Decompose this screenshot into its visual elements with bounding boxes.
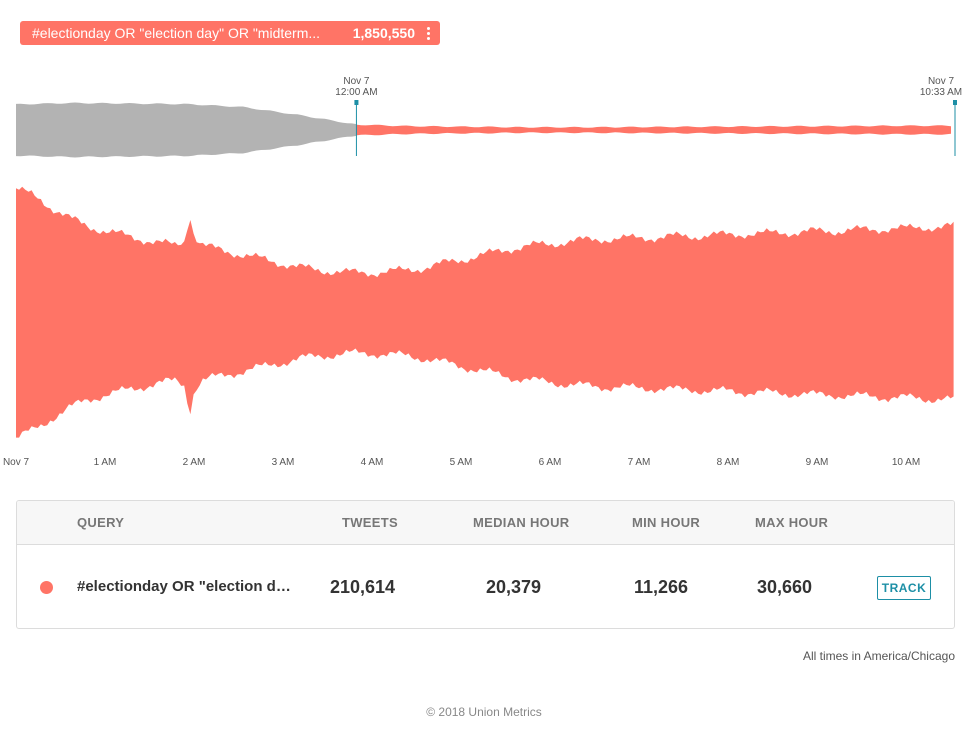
row-query: #electionday OR "election day" OR "midte… (77, 578, 297, 595)
series-color-dot (40, 581, 53, 594)
x-tick-label: 5 AM (450, 457, 473, 468)
range-start-time: 12:00 AM (335, 87, 377, 98)
range-end-date: Nov 7 (928, 76, 955, 87)
x-tick-label: 6 AM (539, 457, 562, 468)
header-max-hour: MAX HOUR (755, 515, 829, 530)
overview-area-selected (356, 124, 951, 136)
overview-area-outside (16, 102, 357, 158)
x-tick-label: 9 AM (806, 457, 829, 468)
range-start-marker-handle (354, 100, 359, 105)
row-tweets: 210,614 (330, 577, 396, 597)
query-table: QUERY TWEETS MEDIAN HOUR MIN HOUR MAX HO… (16, 500, 955, 629)
x-tick-label: 1 AM (94, 457, 117, 468)
query-pill-count: 1,850,550 (352, 25, 415, 41)
row-max-hour: 30,660 (757, 577, 813, 597)
x-tick-label: 2 AM (183, 457, 206, 468)
row-median-hour: 20,379 (486, 577, 542, 597)
row-min-hour: 11,266 (634, 577, 689, 597)
range-end-time: 10:33 AM (920, 87, 962, 98)
footer-copyright: © 2018 Union Metrics (426, 705, 542, 719)
more-options-icon[interactable] (427, 26, 430, 40)
header-query: QUERY (77, 515, 125, 530)
header-tweets: TWEETS (342, 515, 398, 530)
header-min-hour: MIN HOUR (632, 515, 701, 530)
query-pill-label: #electionday OR "election day" OR "midte… (32, 25, 321, 41)
range-end-marker-handle (953, 100, 957, 105)
x-tick-label: 4 AM (361, 457, 384, 468)
x-tick-label: Nov 7 (3, 457, 30, 468)
x-tick-label: 3 AM (272, 457, 295, 468)
x-tick-label: 7 AM (628, 457, 651, 468)
track-button[interactable]: TRACK (877, 576, 931, 600)
range-start-date: Nov 7 (343, 76, 370, 87)
x-tick-label: 10 AM (892, 457, 920, 468)
header-median-hour: MEDIAN HOUR (473, 515, 570, 530)
x-tick-label: 8 AM (717, 457, 740, 468)
query-pill[interactable]: #electionday OR "election day" OR "midte… (20, 21, 440, 45)
table-header: QUERY TWEETS MEDIAN HOUR MIN HOUR MAX HO… (17, 501, 954, 545)
timezone-note: All times in America/Chicago (802, 649, 955, 663)
table-row: #electionday OR "election day" OR "midte… (17, 545, 954, 628)
stream-area-main (16, 186, 954, 438)
